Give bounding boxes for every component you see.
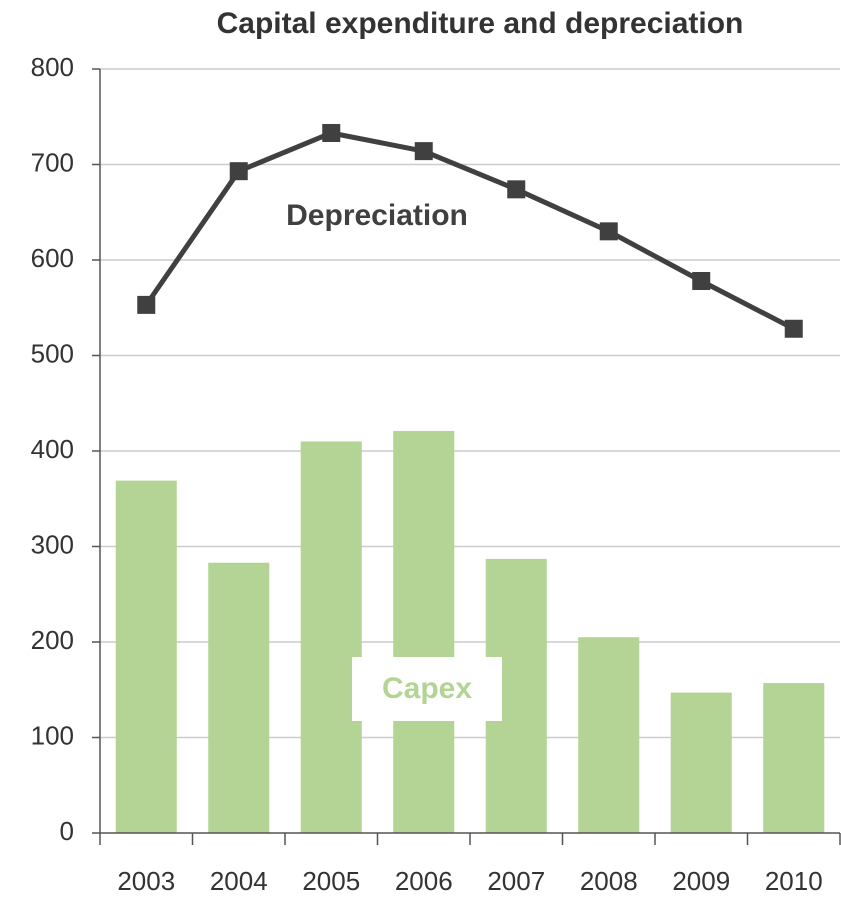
x-tick-label: 2003	[117, 866, 175, 896]
bar	[115, 480, 177, 833]
line	[144, 130, 795, 331]
y-tick-label: 300	[31, 529, 74, 559]
y-tick-label: 400	[31, 434, 74, 464]
label-box	[352, 657, 502, 721]
marker	[322, 123, 341, 142]
marker	[599, 222, 618, 241]
marker	[229, 162, 248, 181]
y-tick-label: 200	[31, 625, 74, 655]
y-tick-label: 100	[31, 720, 74, 750]
bar	[300, 441, 362, 833]
bar	[578, 637, 640, 833]
bar	[763, 683, 825, 833]
marker	[784, 319, 803, 338]
bar	[208, 562, 270, 833]
x-tick-label: 2008	[580, 866, 638, 896]
y-tick-label: 600	[31, 243, 74, 273]
x-tick-label: 2007	[487, 866, 545, 896]
x-tick-label: 2010	[765, 866, 823, 896]
y-tick-label: 0	[60, 816, 74, 846]
y-tick-label: 800	[31, 52, 74, 82]
series-label: Capex	[382, 672, 472, 705]
marker	[692, 272, 711, 291]
x-tick-label: 2009	[672, 866, 730, 896]
marker	[414, 142, 433, 161]
x-tick-label: 2006	[395, 866, 453, 896]
marker	[137, 295, 156, 314]
y-tick-label: 500	[31, 338, 74, 368]
x-tick-label: 2005	[302, 866, 360, 896]
y-tick-label: 700	[31, 147, 74, 177]
bar	[393, 430, 455, 833]
series-label: Depreciation	[286, 199, 468, 232]
chart-title: Capital expenditure and depreciation	[217, 7, 744, 40]
bar	[670, 692, 732, 833]
marker	[507, 180, 526, 199]
x-tick-label: 2004	[210, 866, 268, 896]
